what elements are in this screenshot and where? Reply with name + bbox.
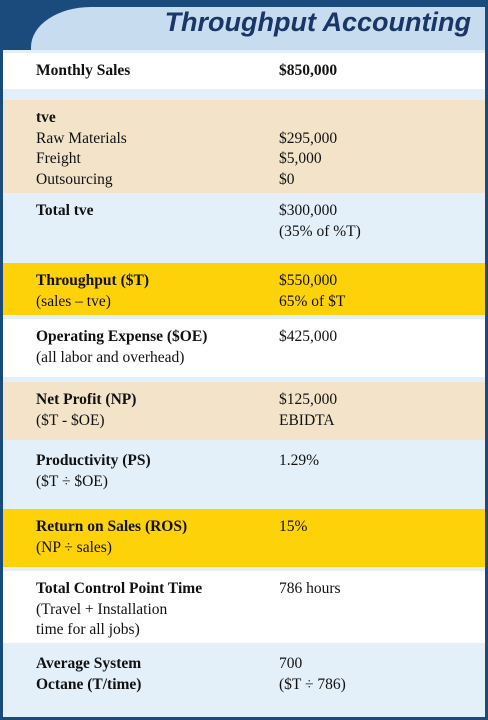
table-row: Productivity (PS) ($T ÷ $OE) 1.29% [3,443,485,506]
table-row: Monthly Sales $850,000 [3,53,485,89]
value-text: (35% of %T) [279,222,361,240]
label-cell: Throughput ($T) (sales – tve) [36,271,149,312]
label-text: Raw Materials [36,129,127,147]
label-cell: Average System Octane (T/time) [36,654,141,695]
label-text: ($T ÷ $OE) [36,472,108,490]
label-text: tve [36,109,56,126]
value-text: $5,000 [279,150,322,167]
value-text: 1.29% [279,452,320,469]
label-cell: tve Raw Materials Freight Outsourcing [36,108,127,190]
label-text: Operating Expense ($OE) [36,328,208,345]
value-cell: $425,000 [279,327,337,348]
value-cell: $850,000 [279,61,337,82]
table-row: Total tve $300,000 (35% of %T) [3,193,485,260]
value-cell: $125,000 EBIDTA [279,390,337,431]
value-cell: 700 ($T ÷ 786) [279,654,346,695]
value-cell: $300,000 (35% of %T) [279,201,361,242]
table-row: Total Control Point Time (Travel + Instal… [3,571,485,643]
value-text: $425,000 [279,328,338,345]
label-cell: Net Profit (NP) ($T - $OE) [36,390,136,431]
table-row: Operating Expense ($OE) (all labor and ov… [3,319,485,377]
table-row: Net Profit (NP) ($T - $OE) $125,000 EBIDTA [3,382,485,440]
label-cell: Total tve [36,201,94,222]
header: Throughput Accounting [3,3,485,50]
label-text: Throughput ($T) [36,272,149,289]
label-cell: Total Control Point Time (Travel + Instal… [36,579,202,641]
header-tab [31,7,485,50]
label-text: (all labor and overhead) [36,348,185,366]
value-cell: 786 hours [279,579,341,600]
value-text: 65% of $T [279,292,346,310]
value-text: $300,000 [279,202,338,219]
label-text: (Travel + Installation [36,600,168,618]
table-row: Return on Sales (ROS) (NP ÷ sales) 15% [3,509,485,567]
value-text: ($T ÷ 786) [279,675,346,693]
table-row: tve Raw Materials Freight Outsourcing $295,0… [3,100,485,193]
label-text: Net Profit (NP) [36,391,137,408]
label-text: time for all jobs) [36,621,140,638]
value-cell: $295,000 $5,000 $0 [279,129,337,191]
label-cell: Operating Expense ($OE) (all labor and ov… [36,327,207,368]
value-cell: 1.29% [279,451,319,472]
value-text: $125,000 [279,391,338,408]
label-cell: Productivity (PS) ($T ÷ $OE) [36,451,151,492]
label-text: Total tve [36,202,94,219]
value-cell: 15% [279,517,307,538]
label-text: Octane (T/time) [36,675,142,693]
value-text: EBIDTA [279,411,335,429]
title: Throughput Accounting [164,7,471,37]
table-row: Throughput ($T) (sales – tve) $550,000 65% … [3,263,485,315]
table-row: Average System Octane (T/time) 700 ($T ÷ 78… [3,646,485,717]
value-text: 786 hours [279,580,341,597]
label-text: (sales – tve) [36,292,111,310]
value-text: 700 [279,655,303,672]
value-text: $0 [279,170,295,188]
label-text: Total Control Point Time [36,580,203,597]
label-text: Average System [36,655,142,672]
value-cell: $550,000 65% of $T [279,271,345,312]
value-text: 15% [279,518,308,535]
value-text: $550,000 [279,272,338,289]
label-cell: Monthly Sales [36,61,130,82]
label-text: Freight [36,150,81,167]
label-text: Return on Sales (ROS) [36,518,188,535]
value-text: $295,000 [279,129,338,147]
label-text: Monthly Sales [36,62,131,79]
value-text: $850,000 [279,62,338,79]
label-text: Productivity (PS) [36,452,151,469]
label-cell: Return on Sales (ROS) (NP ÷ sales) [36,517,187,558]
label-text: ($T - $OE) [36,411,105,429]
label-text: (NP ÷ sales) [36,538,112,556]
label-text: Outsourcing [36,170,113,188]
